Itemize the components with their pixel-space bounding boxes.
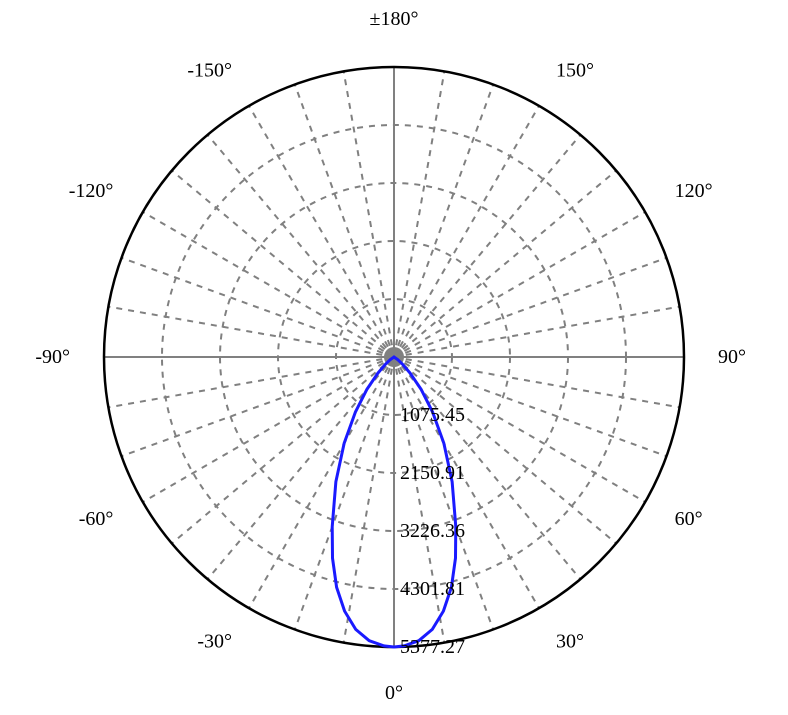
polar-plot: 0° 30° 60° 90° 120° 150° ±180° -150° -120° -90° -6… bbox=[35, 8, 746, 704]
angle-label: -120° bbox=[69, 180, 114, 202]
angle-label: -60° bbox=[79, 508, 114, 530]
angle-label: 150° bbox=[556, 59, 594, 81]
angle-label: -90° bbox=[35, 346, 70, 368]
angle-label: -30° bbox=[197, 631, 232, 653]
angle-label: 60° bbox=[675, 508, 703, 530]
angle-label: 120° bbox=[675, 180, 713, 202]
radial-label: 3226.36 bbox=[400, 520, 465, 542]
angle-label: 90° bbox=[718, 346, 746, 368]
radial-label: 1075.45 bbox=[400, 404, 465, 426]
angle-label: -150° bbox=[187, 59, 232, 81]
polar-chart: 0° 30° 60° 90° 120° 150° ±180° -150° -120° -90° -6… bbox=[0, 0, 788, 715]
angle-label: ±180° bbox=[370, 8, 419, 30]
radial-label: 4301.81 bbox=[400, 578, 465, 600]
radial-label: 5377.27 bbox=[400, 636, 465, 658]
angle-label: 30° bbox=[556, 631, 584, 653]
angle-label: 0° bbox=[385, 682, 403, 704]
radial-label: 2150.91 bbox=[400, 462, 465, 484]
